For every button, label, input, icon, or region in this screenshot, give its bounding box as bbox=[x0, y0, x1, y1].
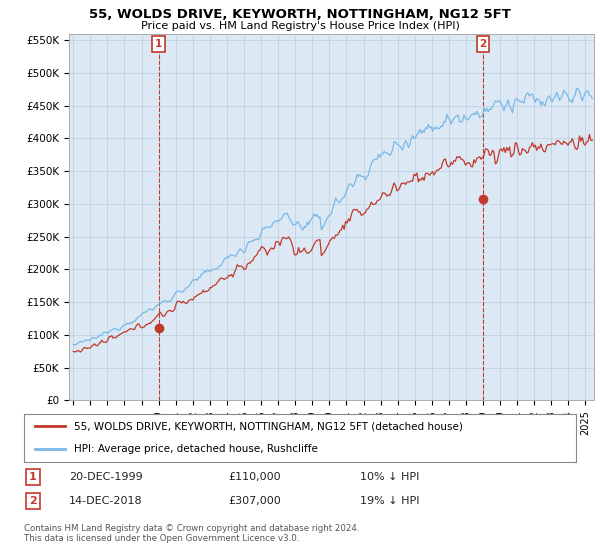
Text: 20-DEC-1999: 20-DEC-1999 bbox=[69, 472, 143, 482]
Text: 55, WOLDS DRIVE, KEYWORTH, NOTTINGHAM, NG12 5FT: 55, WOLDS DRIVE, KEYWORTH, NOTTINGHAM, N… bbox=[89, 8, 511, 21]
Text: HPI: Average price, detached house, Rushcliffe: HPI: Average price, detached house, Rush… bbox=[74, 444, 317, 454]
Text: 10% ↓ HPI: 10% ↓ HPI bbox=[360, 472, 419, 482]
Text: Contains HM Land Registry data © Crown copyright and database right 2024.
This d: Contains HM Land Registry data © Crown c… bbox=[24, 524, 359, 543]
Text: 1: 1 bbox=[155, 39, 162, 49]
Text: 55, WOLDS DRIVE, KEYWORTH, NOTTINGHAM, NG12 5FT (detached house): 55, WOLDS DRIVE, KEYWORTH, NOTTINGHAM, N… bbox=[74, 421, 463, 431]
Text: £110,000: £110,000 bbox=[228, 472, 281, 482]
Text: 2: 2 bbox=[479, 39, 487, 49]
Text: £307,000: £307,000 bbox=[228, 496, 281, 506]
Text: 19% ↓ HPI: 19% ↓ HPI bbox=[360, 496, 419, 506]
Text: 14-DEC-2018: 14-DEC-2018 bbox=[69, 496, 143, 506]
Text: 1: 1 bbox=[29, 472, 37, 482]
Text: 2: 2 bbox=[29, 496, 37, 506]
Text: Price paid vs. HM Land Registry's House Price Index (HPI): Price paid vs. HM Land Registry's House … bbox=[140, 21, 460, 31]
